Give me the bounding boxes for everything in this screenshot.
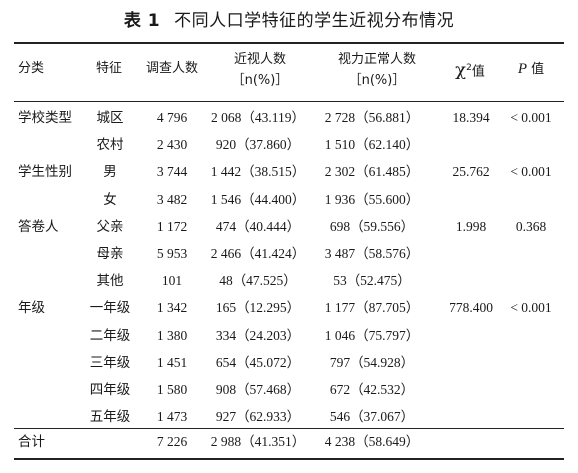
row-surveyed: 101 <box>161 273 183 289</box>
row-normal: 1 936（55.600） <box>324 191 420 207</box>
row-feature: 二年级 <box>89 327 131 344</box>
group-chi-square: 25.762 <box>452 164 490 180</box>
header-myopia-unit: ［n(%)］ <box>231 73 289 88</box>
group-p-value: 0.368 <box>515 218 547 234</box>
row-feature: 三年级 <box>89 354 131 371</box>
header-p-value: P 值 <box>517 61 545 77</box>
header-rule <box>14 101 564 102</box>
row-feature: 城区 <box>96 110 124 126</box>
row-feature: 其他 <box>96 273 124 290</box>
row-myopia: 654（45.072） <box>215 354 301 370</box>
group-p-value: < 0.001 <box>510 300 552 316</box>
row-surveyed: 3 482 <box>156 191 188 207</box>
header-normal: 视力正常人数 <box>337 52 417 67</box>
row-surveyed: 1 473 <box>156 409 188 425</box>
row-feature: 一年级 <box>89 300 131 317</box>
row-normal: 1 177（87.705） <box>324 300 420 316</box>
row-surveyed: 1 451 <box>156 354 188 370</box>
row-myopia: 165（12.295） <box>215 300 301 316</box>
group-p-value: < 0.001 <box>510 164 552 180</box>
row-myopia: 474（40.444） <box>215 218 301 234</box>
row-myopia: 927（62.933） <box>215 409 301 425</box>
row-surveyed: 1 380 <box>156 327 188 343</box>
row-normal: 1 510（62.140） <box>324 137 420 153</box>
row-feature: 四年级 <box>89 382 131 398</box>
group-name: 答卷人 <box>18 218 59 235</box>
row-myopia: 2 068（43.119） <box>211 110 305 125</box>
row-surveyed: 1 580 <box>156 382 188 397</box>
header-category: 分类 <box>18 61 45 76</box>
row-normal: 698（59.556） <box>329 218 415 234</box>
row-myopia: 908（57.468） <box>215 382 301 397</box>
row-feature: 男 <box>103 164 117 181</box>
group-name: 学校类型 <box>18 110 72 126</box>
table-title: 不同人口学特征的学生近视分布情况 <box>174 11 455 31</box>
group-name: 年级 <box>18 300 45 317</box>
header-myopia: 近视人数 <box>233 52 287 67</box>
group-chi-square: 18.394 <box>452 110 490 125</box>
table-caption: 表 1 不同人口学特征的学生近视分布情况 <box>0 6 578 31</box>
row-myopia: 1 546（44.400） <box>210 191 306 207</box>
group-chi-square: 1.998 <box>455 218 487 234</box>
row-normal: 53（52.475） <box>333 273 411 289</box>
row-feature: 五年级 <box>89 409 131 426</box>
header-feature: 特征 <box>96 61 123 76</box>
row-surveyed: 4 796 <box>156 110 188 125</box>
row-feature: 母亲 <box>96 246 124 262</box>
header-surveyed: 调查人数 <box>146 61 199 76</box>
total-normal: 4 238（58.649） <box>324 434 420 449</box>
row-myopia: 1 442（38.515） <box>210 164 306 180</box>
bottom-rule <box>14 458 564 460</box>
row-normal: 546（37.067） <box>329 409 415 425</box>
row-myopia: 2 466（41.424） <box>210 246 306 261</box>
row-feature: 农村 <box>96 137 124 154</box>
row-feature: 父亲 <box>96 218 124 235</box>
row-surveyed: 3 744 <box>156 164 188 180</box>
row-normal: 3 487（58.576） <box>324 246 420 261</box>
total-rule <box>14 428 564 429</box>
row-normal: 797（54.928） <box>329 354 415 370</box>
row-myopia: 920（37.860） <box>215 137 301 153</box>
row-surveyed: 1 342 <box>156 300 188 316</box>
total-label: 合计 <box>18 434 45 450</box>
group-name: 学生性别 <box>18 164 72 181</box>
row-surveyed: 1 172 <box>156 218 188 234</box>
row-normal: 672（42.532） <box>329 382 415 397</box>
top-rule <box>14 42 564 44</box>
table-number: 表 1 <box>123 11 161 31</box>
row-myopia: 48（47.525） <box>219 273 297 289</box>
header-normal-unit: ［n(%)］ <box>348 73 406 88</box>
total-myopia: 2 988（41.351） <box>210 434 306 449</box>
row-surveyed: 5 953 <box>156 246 188 261</box>
row-normal: 2 302（61.485） <box>324 164 420 180</box>
row-normal: 2 728（56.881） <box>324 110 420 125</box>
group-chi-square: 778.400 <box>449 300 493 316</box>
row-surveyed: 2 430 <box>156 137 188 153</box>
total-surveyed: 7 226 <box>156 434 188 449</box>
header-chi-square: χ2值 <box>455 59 485 81</box>
row-normal: 1 046（75.797） <box>324 327 420 343</box>
group-p-value: < 0.001 <box>510 110 552 125</box>
row-myopia: 334（24.203） <box>215 327 301 343</box>
row-feature: 女 <box>103 191 117 208</box>
